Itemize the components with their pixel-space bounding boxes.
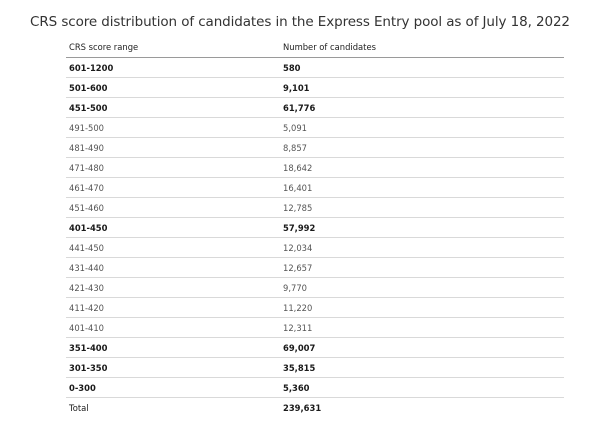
candidate-count-cell: 16,401 xyxy=(280,177,564,198)
table-row: 451-460 12,785 xyxy=(66,197,564,218)
candidate-count-cell: 9,101 xyxy=(280,77,564,98)
score-range-cell: 421-430 xyxy=(66,277,280,298)
score-range-cell: 401-450 xyxy=(66,217,280,238)
column-header-score-range: CRS score range xyxy=(66,37,280,58)
score-range-cell: 491-500 xyxy=(66,117,280,138)
table-row: 401-450 57,992 xyxy=(66,217,564,238)
score-range-cell: 601-1200 xyxy=(66,57,280,78)
page-title: CRS score distribution of candidates in … xyxy=(30,14,570,30)
score-range-cell: 501-600 xyxy=(66,77,280,98)
table-row: 491-500 5,091 xyxy=(66,117,564,138)
table-row: 451-500 61,776 xyxy=(66,97,564,118)
table-row: 501-600 9,101 xyxy=(66,77,564,98)
score-range-cell: 0-300 xyxy=(66,377,280,398)
total-label: Total xyxy=(69,402,89,413)
candidate-count-cell: 12,311 xyxy=(280,317,564,338)
table-row: 0-300 5,360 xyxy=(66,377,564,398)
candidate-count-cell: 5,360 xyxy=(280,377,564,398)
table-row: 601-1200 580 xyxy=(66,57,564,78)
table-row: 411-420 11,220 xyxy=(66,297,564,318)
candidate-count-cell: 12,657 xyxy=(280,257,564,278)
candidate-count-cell: 12,785 xyxy=(280,197,564,218)
table-row: 351-400 69,007 xyxy=(66,337,564,358)
score-range-cell: 301-350 xyxy=(66,357,280,378)
candidate-count-cell: 8,857 xyxy=(280,137,564,158)
total-row: Total 239,631 xyxy=(66,398,564,418)
table-row: 461-470 16,401 xyxy=(66,177,564,198)
candidate-count-cell: 11,220 xyxy=(280,297,564,318)
candidate-count-cell: 18,642 xyxy=(280,157,564,178)
candidate-count-cell: 580 xyxy=(280,57,564,78)
score-range-cell: 461-470 xyxy=(66,177,280,198)
score-range-cell: 481-490 xyxy=(66,137,280,158)
table-row: 431-440 12,657 xyxy=(66,257,564,278)
table-body: 601-1200 580 501-600 9,101 451-500 61,776 491-… xyxy=(66,57,564,398)
table-row: 301-350 35,815 xyxy=(66,357,564,378)
column-header-candidates: Number of candidates xyxy=(280,37,564,58)
score-range-cell: 441-450 xyxy=(66,237,280,258)
table-row: 471-480 18,642 xyxy=(66,157,564,178)
candidate-count-cell: 5,091 xyxy=(280,117,564,138)
candidate-count-cell: 12,034 xyxy=(280,237,564,258)
table-row: 401-410 12,311 xyxy=(66,317,564,338)
crs-distribution-table: CRS score range Number of candidates 601… xyxy=(66,37,564,417)
candidate-count-cell: 9,770 xyxy=(280,277,564,298)
total-value: 239,631 xyxy=(283,402,322,413)
score-range-cell: 471-480 xyxy=(66,157,280,178)
score-range-cell: 451-460 xyxy=(66,197,280,218)
candidate-count-cell: 57,992 xyxy=(280,217,564,238)
candidate-count-cell: 69,007 xyxy=(280,337,564,358)
score-range-cell: 351-400 xyxy=(66,337,280,358)
score-range-cell: 411-420 xyxy=(66,297,280,318)
table-row: 421-430 9,770 xyxy=(66,277,564,298)
score-range-cell: 451-500 xyxy=(66,97,280,118)
table-header-row: CRS score range Number of candidates xyxy=(66,37,564,58)
score-range-cell: 431-440 xyxy=(66,257,280,278)
table-row: 441-450 12,034 xyxy=(66,237,564,258)
score-range-cell: 401-410 xyxy=(66,317,280,338)
candidate-count-cell: 35,815 xyxy=(280,357,564,378)
table-row: 481-490 8,857 xyxy=(66,137,564,158)
candidate-count-cell: 61,776 xyxy=(280,97,564,118)
